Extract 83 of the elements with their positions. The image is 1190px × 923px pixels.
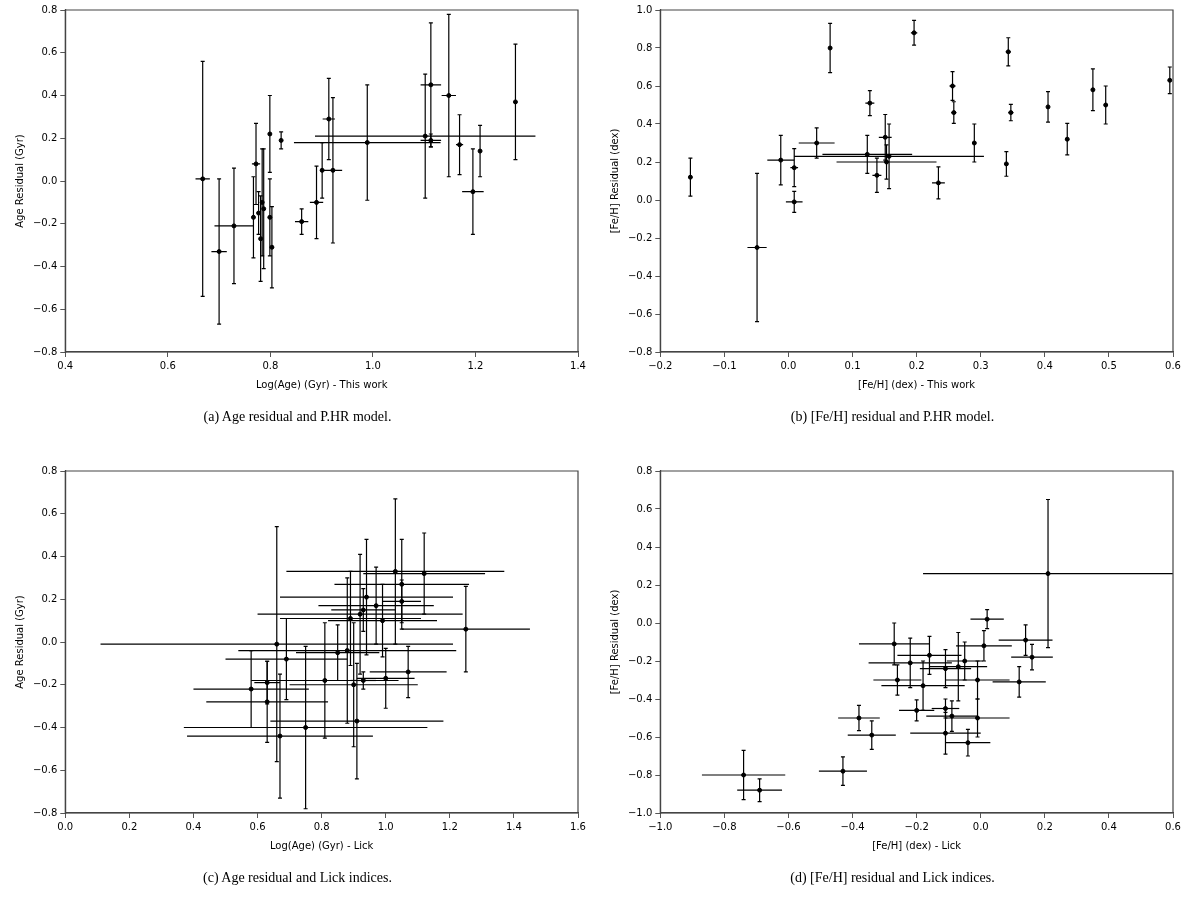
y-tick-label: −0.4 [32,721,58,733]
y-tick-label: −0.4 [627,692,653,704]
x-tick-label: −0.8 [712,820,737,832]
x-tick-label: 0.2 [121,820,138,832]
y-tick-label: 0.2 [636,155,653,167]
y-tick-label: −0.6 [627,730,653,742]
y-tick-label: −0.2 [32,217,58,229]
x-tick-label: 1.6 [570,820,586,832]
x-axis-title: [Fe/H] (dex) - Lick [872,839,962,851]
x-tick-label: 1.0 [377,820,394,832]
x-tick-label: 0.4 [1100,820,1117,832]
y-tick-label: 0.0 [41,635,58,647]
x-tick-label: 0.4 [185,820,202,832]
x-tick-label: 1.4 [570,359,586,371]
y-tick-label: −0.8 [32,806,58,818]
y-tick-label: 0.8 [636,41,653,53]
x-tick-label: 0.6 [1165,359,1181,371]
y-tick-label: 0.6 [636,79,653,91]
y-tick-label: 0.8 [636,464,653,476]
text: (a) Age residual and P.HR model. [202,409,393,425]
x-tick-label: 0.6 [1165,820,1181,832]
y-axis-title: Age Residual (Gyr) [13,134,25,228]
y-tick-label: −1.0 [627,806,653,818]
y-tick-label: 0.2 [41,592,58,604]
x-tick-label: 0.4 [1036,359,1053,371]
x-tick-label: 0.2 [908,359,925,371]
x-tick-label: −0.1 [712,359,737,371]
x-tick-label: −0.6 [776,820,801,832]
x-tick-label: 0.5 [1100,359,1117,371]
x-tick-label: −1.0 [648,820,673,832]
y-tick-label: −0.6 [627,307,653,319]
y-tick-label: −0.6 [32,302,58,314]
y-tick-label: 0.0 [636,193,653,205]
y-tick-label: 0.6 [41,507,58,519]
x-tick-label: 0.0 [57,820,74,832]
y-tick-label: 0.6 [636,502,653,514]
text: (c) Age residual and Lick indices. [202,870,393,886]
y-tick-label: 0.4 [636,117,653,129]
y-axis-title: [Fe/H] Residual (dex) [608,128,620,234]
x-tick-label: 0.6 [159,359,176,371]
text: (b) [Fe/H] residual and P.HR model. [789,409,996,425]
y-tick-label: 0.2 [636,578,653,590]
y-tick-label: −0.2 [627,654,653,666]
x-tick-label: 0.0 [972,820,989,832]
y-tick-label: −0.4 [627,269,653,281]
x-tick-label: 0.1 [844,359,861,371]
x-tick-label: 1.0 [364,359,381,371]
y-tick-label: −0.4 [32,260,58,272]
y-tick-label: 0.8 [41,464,58,476]
x-axis-title: Log(Age) (Gyr) - Lick [269,839,374,851]
x-tick-label: 1.2 [467,359,484,371]
x-tick-label: −0.2 [648,359,673,371]
y-tick-label: 0.4 [41,550,58,562]
y-tick-label: −0.2 [627,231,653,243]
y-tick-label: 1.0 [636,3,653,15]
y-tick-label: −0.8 [627,345,653,357]
y-tick-label: 0.4 [636,540,653,552]
y-tick-label: 0.2 [41,131,58,143]
y-tick-label: −0.8 [32,345,58,357]
x-axis-title: [Fe/H] (dex) - This work [858,378,976,390]
y-axis-title: [Fe/H] Residual (dex) [608,589,620,695]
y-tick-label: −0.6 [32,763,58,775]
x-tick-label: −0.4 [840,820,865,832]
x-tick-label: 0.2 [1036,820,1053,832]
x-tick-label: 0.8 [262,359,279,371]
y-tick-label: 0.4 [41,89,58,101]
text: (d) [Fe/H] residual and Lick indices. [789,870,996,886]
x-tick-label: 1.4 [505,820,522,832]
x-tick-label: −0.2 [904,820,929,832]
x-tick-label: 0.6 [249,820,266,832]
y-tick-label: 0.0 [41,174,58,186]
y-axis-title: Age Residual (Gyr) [13,595,25,689]
x-tick-label: 0.0 [780,359,797,371]
y-tick-label: 0.8 [41,3,58,15]
y-tick-label: −0.2 [32,678,58,690]
x-tick-label: 0.8 [313,820,330,832]
x-tick-label: 0.3 [972,359,989,371]
y-tick-label: −0.8 [627,768,653,780]
y-tick-label: 0.0 [636,616,653,628]
x-tick-label: 0.4 [57,359,74,371]
x-axis-title: Log(Age) (Gyr) - This work [255,378,388,390]
y-tick-label: 0.6 [41,46,58,58]
x-tick-label: 1.2 [441,820,458,832]
